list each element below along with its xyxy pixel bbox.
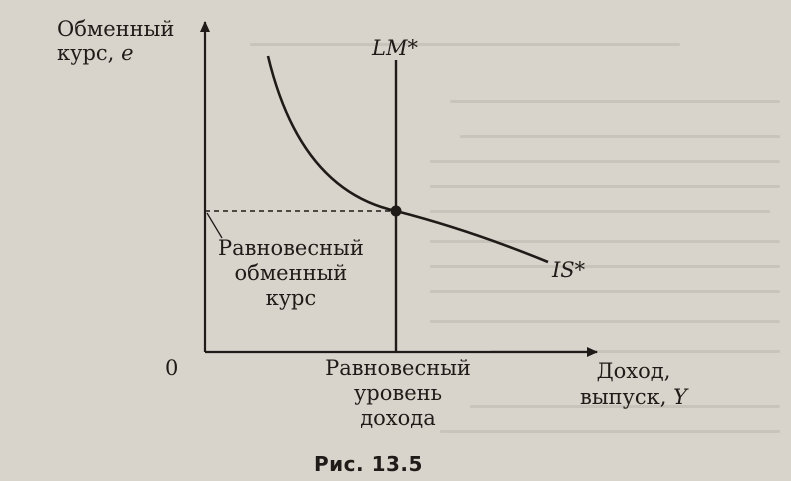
equilibrium-rate-label: Равновесный обменный курс — [218, 236, 364, 311]
origin-label: 0 — [165, 356, 179, 380]
y-axis-symbol: e — [121, 41, 134, 65]
x-axis-label-line2: выпуск, Y — [580, 384, 687, 410]
y-axis-label: Обменный курс, e — [57, 17, 174, 65]
figure-caption: Рис. 13.5 — [314, 452, 423, 476]
equilibrium-income-label: Равновесный уровень дохода — [314, 356, 482, 431]
x-axis-label-text: выпуск, — [580, 385, 667, 409]
is-curve — [266, 55, 549, 264]
lm-curve-label: LM* — [372, 36, 418, 60]
y-axis-label-line2: курс, e — [57, 41, 174, 65]
equilibrium-income-label-line1: Равновесный — [325, 356, 471, 380]
equilibrium-income-label-line2: уровень — [353, 381, 443, 405]
x-axis-symbol: Y — [673, 385, 688, 409]
y-axis-label-text: курс, — [57, 41, 115, 65]
equilibrium-rate-label-line3: курс — [265, 286, 317, 310]
y-axis-label-line1: Обменный — [57, 17, 175, 41]
x-axis-label: Доход, выпуск, Y — [580, 358, 687, 410]
equilibrium-rate-label-line1: Равновесный — [218, 236, 364, 260]
equilibrium-rate-leader — [206, 212, 223, 239]
x-axis-label-line1: Доход, — [596, 359, 671, 383]
is-curve-label: IS* — [552, 258, 586, 282]
equilibrium-point — [390, 205, 402, 217]
equilibrium-rate-label-line2: обменный — [234, 261, 348, 285]
equilibrium-income-label-line3: дохода — [360, 406, 436, 430]
